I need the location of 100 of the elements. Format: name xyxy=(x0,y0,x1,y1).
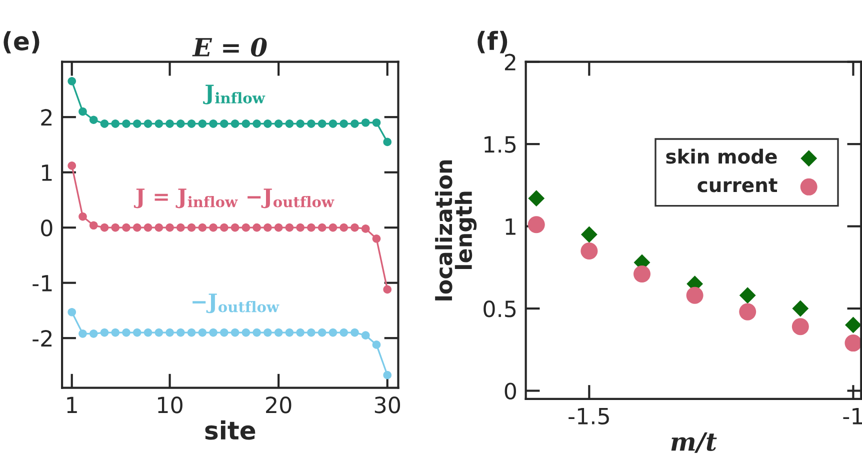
point xyxy=(296,120,304,128)
point xyxy=(274,120,283,128)
point xyxy=(361,331,370,340)
point xyxy=(528,216,545,234)
point xyxy=(144,120,152,128)
point xyxy=(176,328,185,337)
point xyxy=(307,328,316,337)
x-tick-label: 1 xyxy=(67,396,77,414)
point xyxy=(252,120,261,128)
point xyxy=(580,226,598,243)
x-tick-label: 30 xyxy=(374,396,400,414)
legend-label: skin mode xyxy=(666,148,777,164)
point xyxy=(100,223,109,232)
y-tick-label: 2 xyxy=(41,109,52,126)
point xyxy=(220,223,228,232)
point xyxy=(122,328,130,337)
point xyxy=(230,328,240,337)
y-tick-label: 0.5 xyxy=(484,300,516,318)
point xyxy=(111,223,120,232)
chart-title: E = 0 xyxy=(192,38,267,57)
point xyxy=(307,120,316,128)
point xyxy=(198,120,207,128)
point xyxy=(361,224,370,233)
x-tick-label: 10 xyxy=(158,396,182,414)
point xyxy=(209,223,218,232)
point xyxy=(264,328,272,337)
x-tick-label: 20 xyxy=(266,396,292,414)
point xyxy=(209,120,218,128)
point xyxy=(187,328,196,337)
point xyxy=(844,334,862,352)
series-label: J$_{inflow}$ xyxy=(203,84,266,104)
point xyxy=(100,120,109,128)
text: (f) xyxy=(478,30,508,54)
point xyxy=(166,223,174,232)
point xyxy=(78,107,87,116)
point xyxy=(242,328,250,337)
point xyxy=(89,330,98,338)
point xyxy=(845,316,862,334)
point xyxy=(264,120,272,128)
point xyxy=(318,120,326,128)
point xyxy=(198,328,207,337)
point xyxy=(274,328,283,337)
point xyxy=(89,221,98,230)
point xyxy=(111,328,120,337)
y-tick-label: 1 xyxy=(42,164,52,181)
point xyxy=(78,330,87,338)
point xyxy=(132,328,142,337)
x-axis-title: m/t xyxy=(671,432,717,453)
point xyxy=(242,120,250,128)
y-tick-label: 0 xyxy=(504,382,516,400)
point xyxy=(361,118,370,127)
point xyxy=(296,223,304,232)
point xyxy=(166,120,174,128)
point xyxy=(274,223,283,232)
point xyxy=(100,328,109,337)
point xyxy=(252,328,261,337)
point xyxy=(792,300,809,317)
point xyxy=(68,77,76,86)
point xyxy=(296,328,304,337)
series-label: −J$_{outflow}$ xyxy=(192,294,280,314)
point xyxy=(122,120,130,128)
point xyxy=(68,308,76,316)
point xyxy=(340,120,348,128)
point xyxy=(132,223,142,232)
point xyxy=(230,120,240,128)
legend-label: current xyxy=(698,178,778,192)
point xyxy=(187,120,196,128)
point xyxy=(285,223,294,232)
point xyxy=(285,328,294,337)
point xyxy=(144,223,152,232)
point xyxy=(220,120,228,128)
point xyxy=(89,116,98,124)
point xyxy=(350,120,359,128)
point xyxy=(307,223,316,232)
point xyxy=(328,120,338,128)
point xyxy=(340,328,348,337)
point xyxy=(383,370,392,380)
point xyxy=(78,212,87,221)
point xyxy=(739,303,756,320)
y-tick-label: 0 xyxy=(41,220,52,236)
point xyxy=(580,242,598,260)
point xyxy=(285,120,294,128)
point xyxy=(122,223,130,232)
point xyxy=(372,118,381,127)
point xyxy=(528,190,545,207)
point xyxy=(198,223,207,232)
point xyxy=(187,223,196,232)
y-axis-title: localization length xyxy=(435,160,477,300)
point xyxy=(176,223,185,232)
series-label: J = J$_{inflow}$ −J$_{outflow}$ xyxy=(134,188,334,208)
point xyxy=(350,223,359,232)
point xyxy=(166,328,174,337)
point xyxy=(242,223,250,232)
point xyxy=(230,223,240,232)
point xyxy=(739,287,756,304)
point xyxy=(176,120,185,128)
point xyxy=(154,328,164,337)
point xyxy=(340,223,348,232)
point xyxy=(350,328,359,337)
point xyxy=(209,328,218,337)
